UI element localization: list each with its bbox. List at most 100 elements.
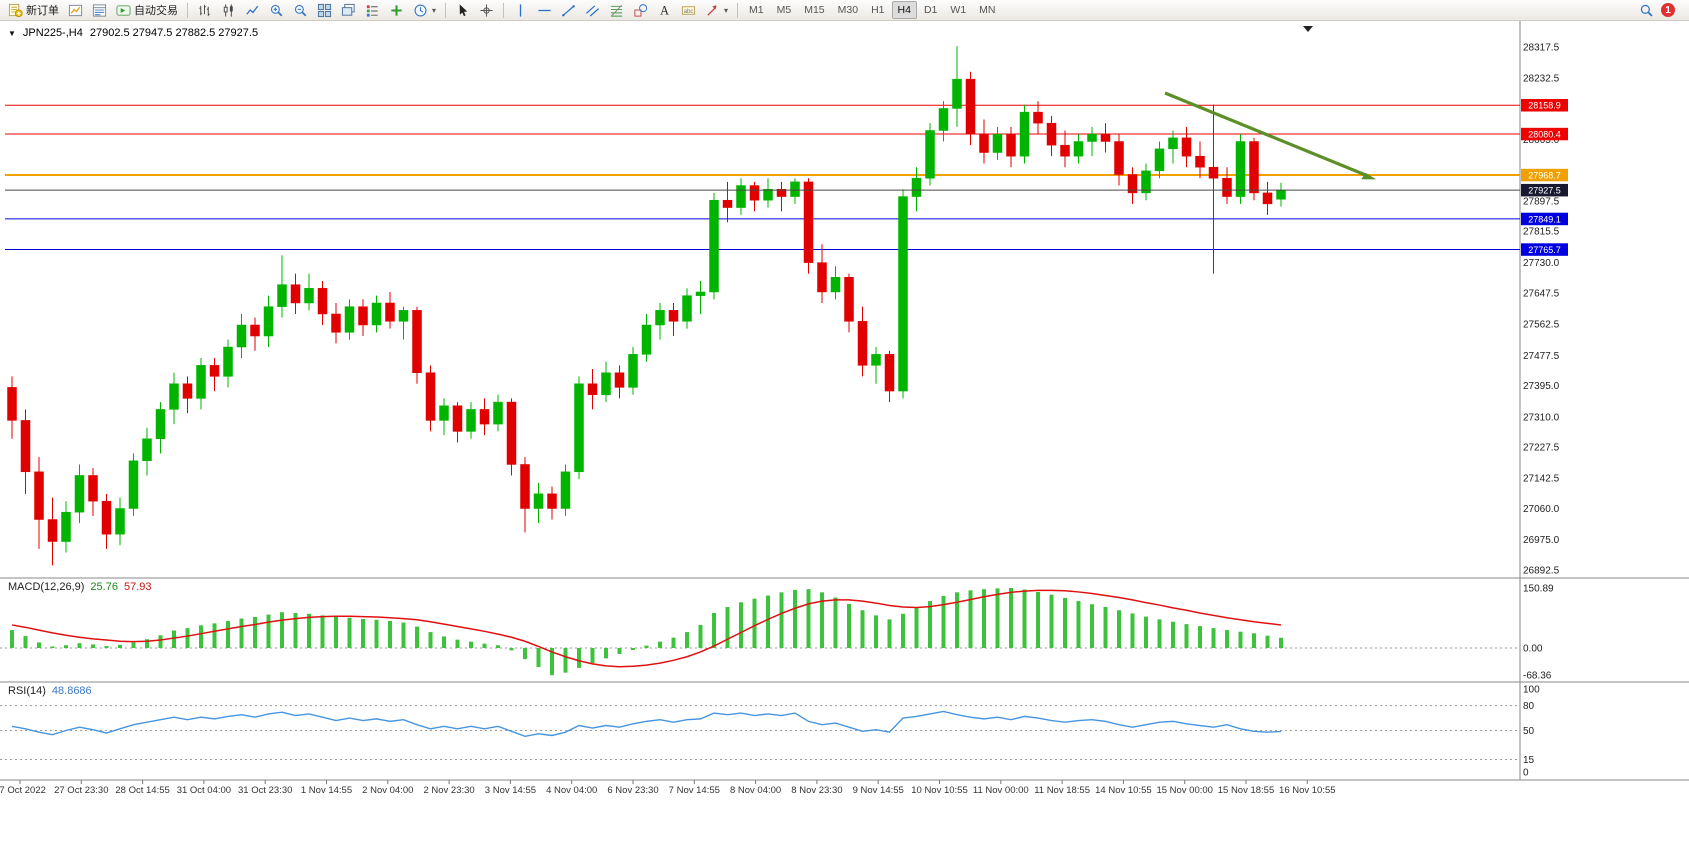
market-watch-icon [92, 3, 107, 18]
price-badge-27765.7: 27765.7 [1521, 243, 1568, 256]
svg-text:16 Nov 10:55: 16 Nov 10:55 [1279, 785, 1336, 796]
toolbar-separator [187, 2, 188, 18]
timeframe-mn[interactable]: MN [979, 4, 996, 16]
shapes-button[interactable] [629, 0, 652, 20]
timeframe-m5[interactable]: M5 [776, 4, 792, 16]
zoom-in-button[interactable] [265, 0, 288, 20]
vertical-line-icon [513, 3, 528, 18]
toolbar-separator [503, 2, 505, 18]
price-badge-28080.4: 28080.4 [1521, 127, 1568, 141]
svg-text:27765.7: 27765.7 [1528, 245, 1561, 255]
candlestick-icon [221, 3, 236, 18]
chart-symbol-period: JPN225-,H4 [22, 27, 83, 39]
cascade-windows-button[interactable] [337, 0, 360, 20]
svg-text:27 Oct 2022: 27 Oct 2022 [0, 785, 46, 796]
timeframe-h4[interactable]: H4 [891, 1, 917, 19]
svg-text:27060.0: 27060.0 [1523, 504, 1560, 515]
svg-text:27815.5: 27815.5 [1523, 227, 1560, 238]
clock-icon [413, 3, 428, 18]
price-axis[interactable]: 28317.5 28232.5 28065.0 27897.5 27815.5 27730… [1523, 43, 1560, 577]
svg-text:14 Nov 10:55: 14 Nov 10:55 [1095, 785, 1152, 796]
svg-text:15: 15 [1523, 755, 1535, 766]
indicators-button[interactable] [361, 0, 384, 20]
svg-text:27968.7: 27968.7 [1528, 170, 1561, 180]
channel-button[interactable] [581, 0, 604, 20]
timeframe-m1[interactable]: M1 [749, 4, 764, 16]
auto-trading-button[interactable]: 自动交易 [112, 0, 182, 20]
auto-trading-button-label: 自动交易 [134, 5, 178, 17]
rsi-line [11, 710, 1282, 738]
svg-text:27142.5: 27142.5 [1523, 474, 1560, 485]
svg-text:27310.0: 27310.0 [1523, 412, 1560, 423]
svg-text:27 Oct 23:30: 27 Oct 23:30 [54, 785, 108, 796]
timeframe-m30[interactable]: M30 [837, 4, 859, 16]
macd-axis[interactable]: 150.89 0.00 -68.36 [1523, 584, 1554, 682]
line-chart-button[interactable] [241, 0, 264, 20]
chart-title: ▼ JPN225-,H4 27902.5 27947.5 27882.5 279… [8, 27, 258, 39]
line-chart-icon [245, 3, 260, 18]
auto-trading-icon [116, 3, 131, 18]
text-label-icon: abc [681, 3, 696, 18]
trend-arrow[interactable] [1164, 91, 1377, 180]
new-order-button[interactable]: 新订单 [4, 0, 63, 20]
toolbar-right: 1 [1639, 3, 1685, 18]
channel-icon [585, 3, 600, 18]
chart-window-button[interactable] [64, 0, 87, 20]
vertical-line-button[interactable] [509, 0, 532, 20]
trendline-icon [561, 3, 576, 18]
chart-window[interactable]: 28317.5 28232.5 28065.0 27897.5 27815.5 27730… [0, 21, 1689, 863]
add-indicator-button[interactable] [385, 0, 408, 20]
time-axis[interactable]: 27 Oct 2022 27 Oct 23:30 28 Oct 14:55 31 Oc… [0, 780, 1336, 796]
timeframe-m15[interactable]: M15 [804, 4, 825, 16]
zoom-out-button[interactable] [289, 0, 312, 20]
macd-signal-line [11, 589, 1282, 668]
tile-windows-button[interactable] [313, 0, 336, 20]
horizontal-line-button[interactable] [533, 0, 556, 20]
zoom-in-icon [269, 3, 284, 18]
svg-text:80: 80 [1523, 701, 1535, 712]
market-watch-button[interactable] [88, 0, 111, 20]
svg-text:28 Oct 14:55: 28 Oct 14:55 [115, 785, 169, 796]
notification-badge[interactable]: 1 [1661, 3, 1675, 17]
timeframe-h1[interactable]: H1 [871, 4, 885, 16]
text-label-button[interactable]: abc [677, 0, 700, 20]
scroll-shift-marker-icon[interactable] [1303, 26, 1313, 32]
svg-text:150.89: 150.89 [1523, 584, 1554, 595]
svg-text:27927.5: 27927.5 [1528, 186, 1561, 196]
svg-text:11 Nov 00:00: 11 Nov 00:00 [973, 785, 1029, 796]
timeframe-w1[interactable]: W1 [950, 4, 967, 16]
fibonacci-button[interactable] [605, 0, 628, 20]
candlestick-chart-button[interactable] [217, 0, 240, 20]
svg-text:abc: abc [684, 7, 694, 14]
svg-text:31 Oct 23:30: 31 Oct 23:30 [238, 785, 292, 796]
crosshair-button[interactable] [475, 0, 498, 20]
chart-ohlc-values: 27902.5 27947.5 27882.5 27927.5 [89, 27, 259, 39]
chart-canvas[interactable]: 28317.5 28232.5 28065.0 27897.5 27815.5 27730… [0, 21, 1689, 863]
timeframe-d1[interactable]: D1 [923, 4, 938, 16]
svg-text:A: A [660, 3, 669, 17]
toolbar-separator [445, 2, 447, 18]
svg-text:26892.5: 26892.5 [1523, 565, 1560, 576]
bar-chart-button[interactable] [193, 0, 216, 20]
svg-text:10 Nov 10:55: 10 Nov 10:55 [911, 785, 968, 796]
period-button[interactable]: ▾ [409, 0, 440, 20]
svg-text:27849.1: 27849.1 [1528, 214, 1561, 224]
svg-text:15 Nov 18:55: 15 Nov 18:55 [1218, 785, 1275, 796]
arrows-button[interactable]: ▾ [701, 0, 732, 20]
chart-expand-icon[interactable]: ▼ [8, 28, 16, 38]
rsi-axis[interactable]: 100 80 50 15 0 [1523, 685, 1540, 779]
cursor-button[interactable] [451, 0, 474, 20]
zoom-out-icon [293, 3, 308, 18]
svg-text:2 Nov 23:30: 2 Nov 23:30 [423, 785, 474, 796]
svg-text:27647.5: 27647.5 [1523, 288, 1560, 299]
svg-text:11 Nov 18:55: 11 Nov 18:55 [1034, 785, 1090, 796]
search-icon[interactable] [1639, 3, 1654, 18]
text-icon: A [657, 3, 672, 18]
text-button[interactable]: A [653, 0, 676, 20]
svg-text:2 Nov 04:00: 2 Nov 04:00 [362, 785, 413, 796]
svg-text:27562.5: 27562.5 [1523, 320, 1560, 331]
candles-group [7, 46, 1286, 566]
macd-label: MACD(12,26,9) 25.76 57.93 [8, 581, 151, 593]
trendline-button[interactable] [557, 0, 580, 20]
